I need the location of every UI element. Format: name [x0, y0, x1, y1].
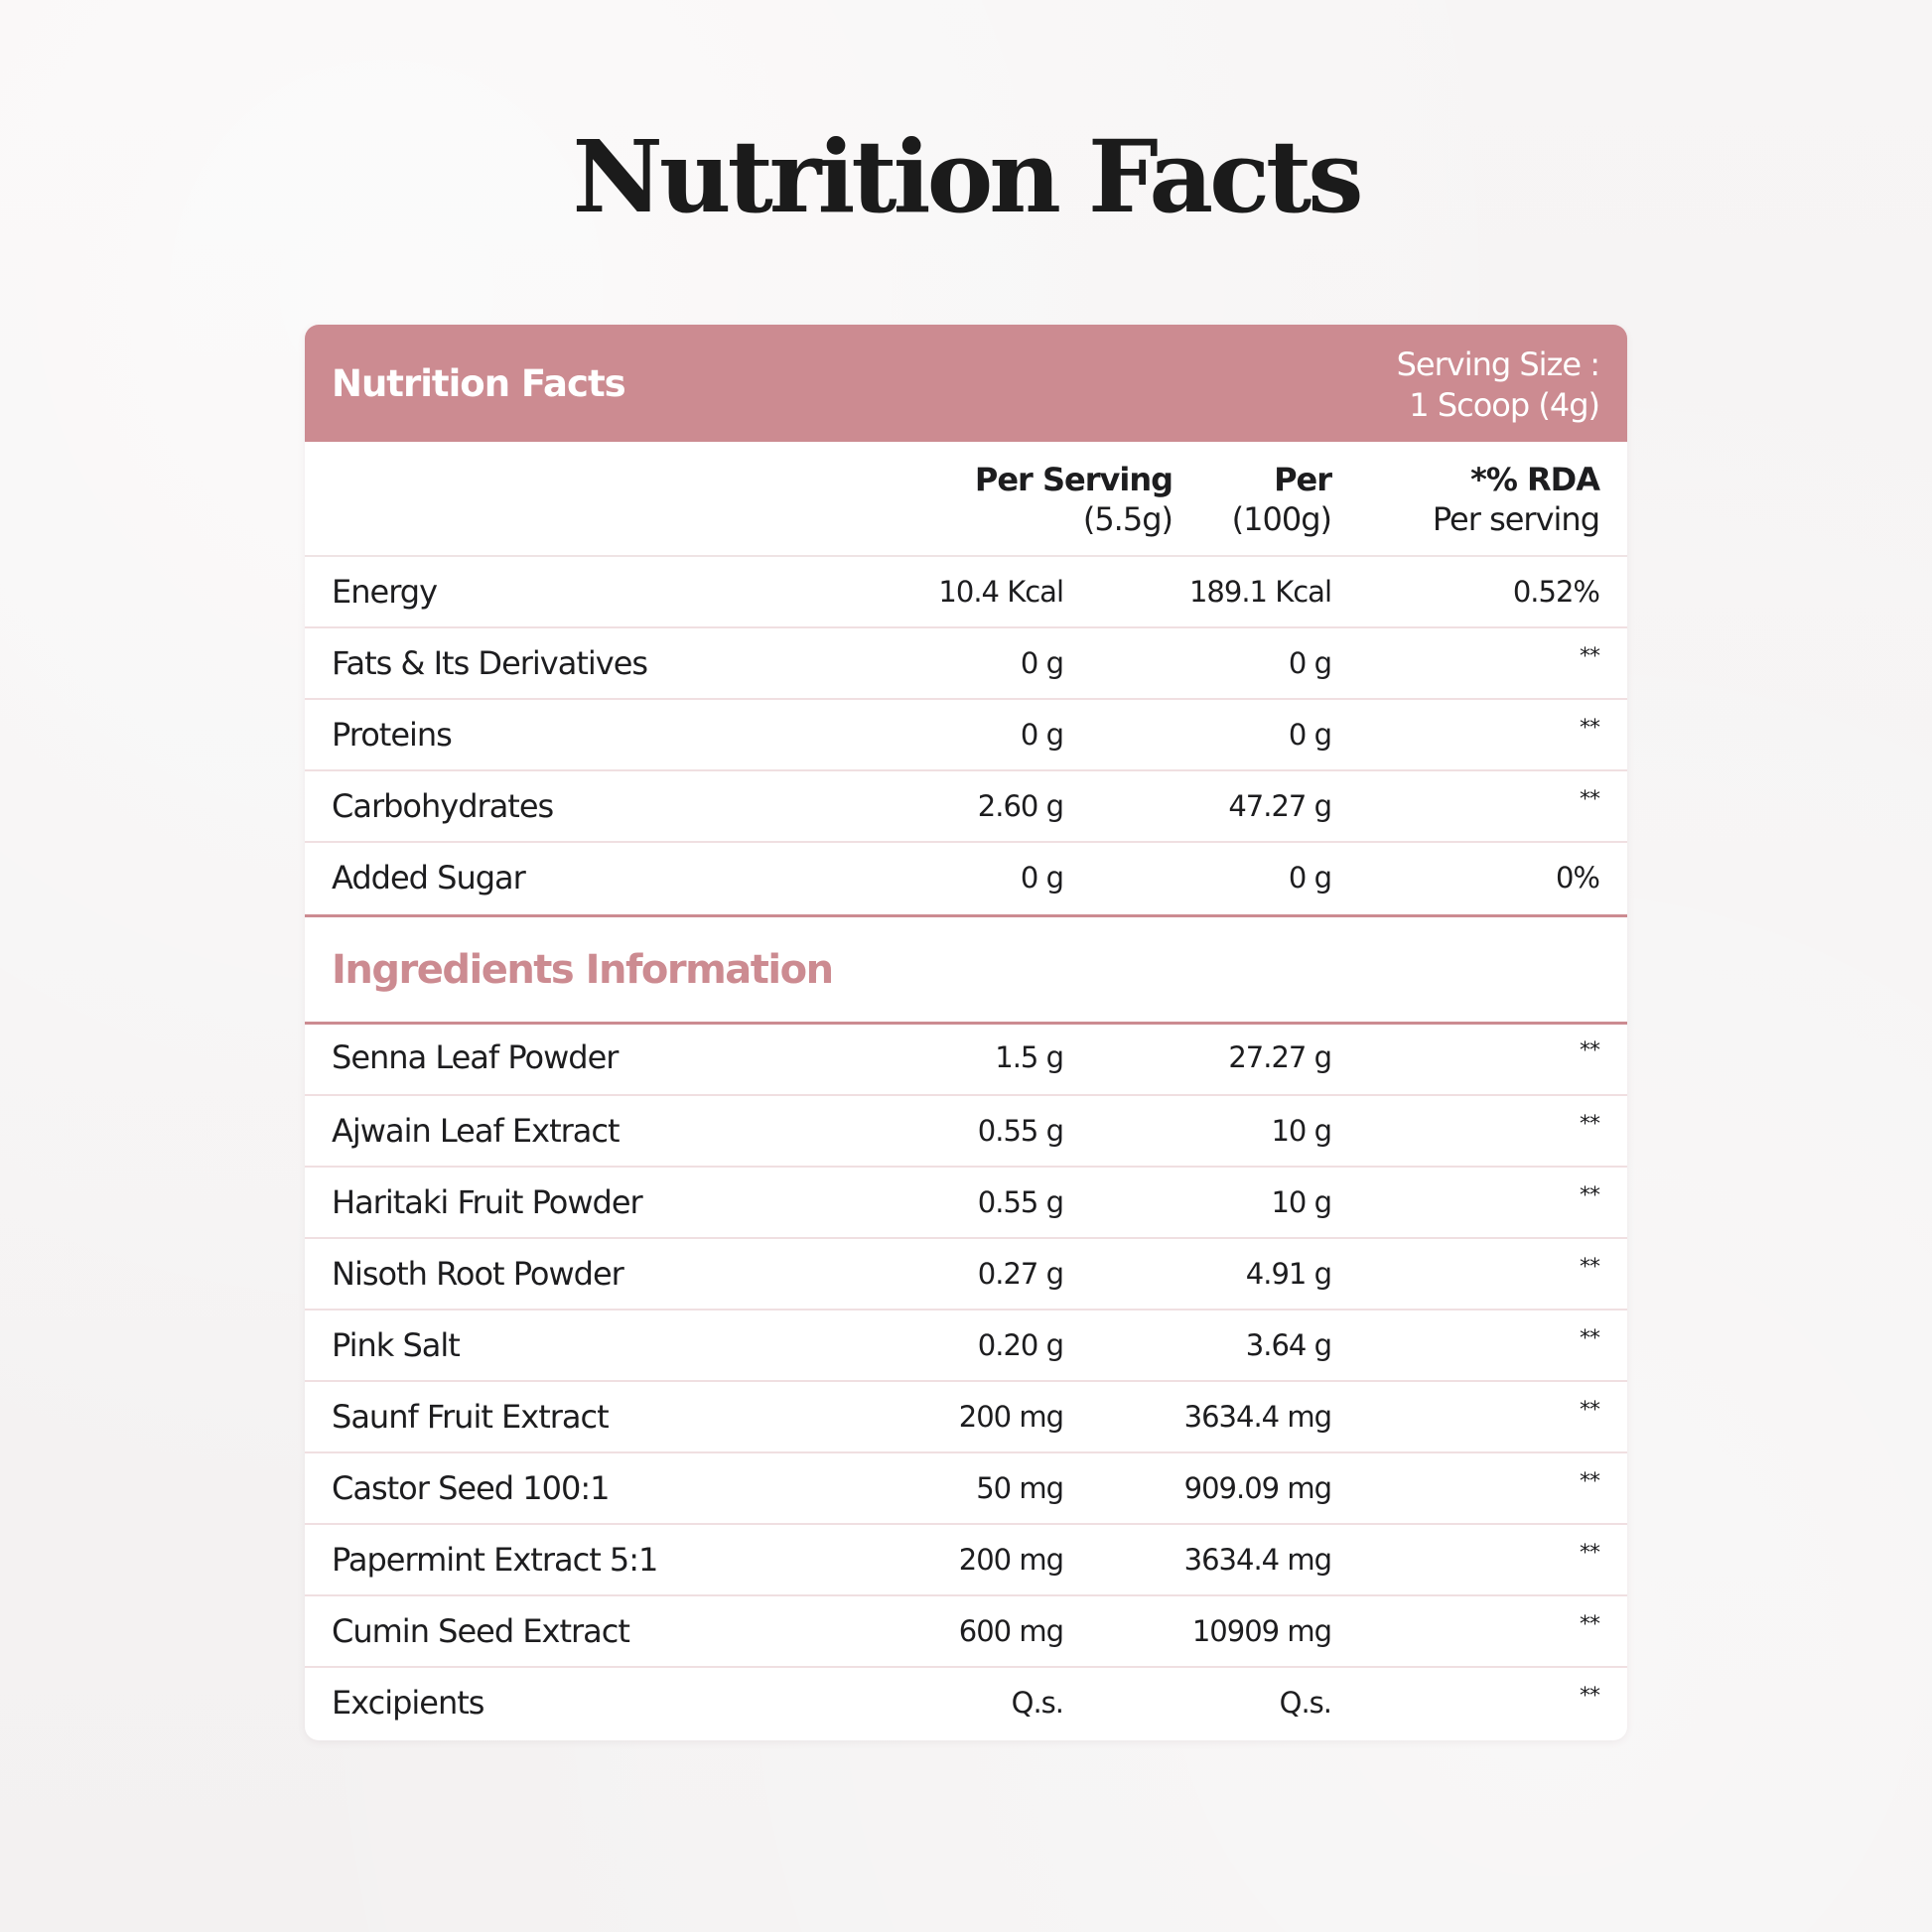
row-per-100g: 10 g — [1271, 1185, 1332, 1219]
row-name: Senna Leaf Powder — [332, 1038, 619, 1076]
row-per-100g: 10909 mg — [1191, 1614, 1332, 1648]
row-per-serving: 0 g — [1020, 718, 1064, 752]
row-per-serving: 0 g — [1020, 861, 1064, 895]
section-divider-top — [305, 914, 1627, 917]
table-row: Haritaki Fruit Powder 0.55 g 10 g ** — [305, 1166, 1627, 1237]
row-per-100g: 27.27 g — [1228, 1040, 1332, 1074]
serving-size-value: 1 Scoop (4g) — [1409, 386, 1600, 424]
row-per-100g: 4.91 g — [1245, 1257, 1332, 1291]
row-per-100g: Q.s. — [1279, 1686, 1332, 1720]
row-name: Castor Seed 100:1 — [332, 1469, 610, 1507]
row-per-100g: 0 g — [1288, 861, 1332, 895]
table-row: Papermint Extract 5:1 200 mg 3634.4 mg ** — [305, 1523, 1627, 1594]
row-name: Nisoth Root Powder — [332, 1255, 624, 1293]
row-name: Pink Salt — [332, 1326, 461, 1364]
row-per-serving: Q.s. — [1011, 1686, 1064, 1720]
row-per-serving: 10.4 Kcal — [938, 575, 1064, 609]
card-title: Nutrition Facts — [332, 362, 626, 405]
table-row: Proteins 0 g 0 g ** — [305, 698, 1627, 769]
row-per-serving: 600 mg — [958, 1614, 1064, 1648]
serving-size: Serving Size : 1 Scoop (4g) — [1396, 345, 1600, 426]
row-per-100g: 10 g — [1271, 1114, 1332, 1148]
table-row: Excipients Q.s. Q.s. ** — [305, 1666, 1627, 1737]
column-header-per-serving-line1: Per Serving — [974, 461, 1173, 498]
row-name: Fats & Its Derivatives — [332, 644, 648, 682]
row-per-100g: 3.64 g — [1245, 1328, 1332, 1362]
table-row: Energy 10.4 Kcal 189.1 Kcal 0.52% — [305, 555, 1627, 626]
row-per-serving: 200 mg — [958, 1400, 1064, 1434]
table-row: Cumin Seed Extract 600 mg 10909 mg ** — [305, 1594, 1627, 1666]
row-per-100g: 3634.4 mg — [1183, 1400, 1332, 1434]
row-rda: ** — [1580, 1038, 1600, 1063]
row-name: Energy — [332, 573, 438, 611]
row-per-serving: 200 mg — [958, 1543, 1064, 1577]
row-rda: 0.52% — [1512, 575, 1600, 609]
row-rda: ** — [1580, 1469, 1600, 1494]
row-per-100g: 0 g — [1288, 646, 1332, 680]
table-row: Saunf Fruit Extract 200 mg 3634.4 mg ** — [305, 1380, 1627, 1451]
row-rda: ** — [1580, 1684, 1600, 1709]
ingredients-title: Ingredients Information — [332, 947, 834, 993]
row-per-100g: 909.09 mg — [1183, 1471, 1332, 1505]
row-name: Papermint Extract 5:1 — [332, 1541, 658, 1579]
row-rda: 0% — [1555, 861, 1600, 895]
table-row: Ajwain Leaf Extract 0.55 g 10 g ** — [305, 1094, 1627, 1166]
row-per-100g: 3634.4 mg — [1183, 1543, 1332, 1577]
row-per-serving: 0.55 g — [977, 1114, 1064, 1148]
table-row: Senna Leaf Powder 1.5 g 27.27 g ** — [305, 1023, 1627, 1094]
row-name: Proteins — [332, 716, 453, 754]
row-rda: ** — [1580, 1612, 1600, 1637]
column-header-per-serving-line2: (5.5g) — [1082, 500, 1173, 538]
column-header-rda-line2: Per serving — [1432, 500, 1600, 538]
row-rda: ** — [1580, 1398, 1600, 1423]
row-per-100g: 189.1 Kcal — [1188, 575, 1332, 609]
table-row: Fats & Its Derivatives 0 g 0 g ** — [305, 626, 1627, 698]
table-row: Nisoth Root Powder 0.27 g 4.91 g ** — [305, 1237, 1627, 1309]
table-row: Added Sugar 0 g 0 g 0% — [305, 841, 1627, 912]
row-per-serving: 50 mg — [976, 1471, 1064, 1505]
row-per-serving: 2.60 g — [977, 789, 1064, 823]
row-name: Haritaki Fruit Powder — [332, 1183, 643, 1221]
card-header: Nutrition Facts Serving Size : 1 Scoop (… — [305, 325, 1627, 442]
section-divider-bottom — [305, 1022, 1627, 1025]
serving-size-label: Serving Size : — [1396, 345, 1600, 383]
row-rda: ** — [1580, 716, 1600, 741]
row-name: Excipients — [332, 1684, 484, 1722]
row-name: Saunf Fruit Extract — [332, 1398, 610, 1436]
nutrition-card: Nutrition Facts Serving Size : 1 Scoop (… — [305, 325, 1627, 1740]
table-row: Castor Seed 100:1 50 mg 909.09 mg ** — [305, 1451, 1627, 1523]
row-name: Carbohydrates — [332, 787, 554, 825]
column-header-rda-line1: *% RDA — [1470, 461, 1600, 498]
row-name: Ajwain Leaf Extract — [332, 1112, 621, 1150]
page-title: Nutrition Facts — [572, 118, 1363, 235]
column-header-per-100g: Per (100g) — [1231, 460, 1332, 539]
row-name: Cumin Seed Extract — [332, 1612, 630, 1650]
column-header-per-serving: Per Serving (5.5g) — [975, 460, 1173, 539]
row-per-100g: 0 g — [1288, 718, 1332, 752]
row-rda: ** — [1580, 787, 1600, 812]
row-rda: ** — [1580, 1183, 1600, 1208]
row-rda: ** — [1580, 1326, 1600, 1351]
row-rda: ** — [1580, 644, 1600, 669]
row-per-serving: 0.20 g — [977, 1328, 1064, 1362]
row-rda: ** — [1580, 1541, 1600, 1566]
row-name: Added Sugar — [332, 859, 526, 897]
row-rda: ** — [1580, 1255, 1600, 1280]
table-row: Carbohydrates 2.60 g 47.27 g ** — [305, 769, 1627, 841]
row-per-serving: 0 g — [1020, 646, 1064, 680]
row-per-serving: 1.5 g — [995, 1040, 1064, 1074]
column-header-per-100g-line2: (100g) — [1231, 500, 1332, 538]
row-per-serving: 0.55 g — [977, 1185, 1064, 1219]
table-row: Pink Salt 0.20 g 3.64 g ** — [305, 1309, 1627, 1380]
row-per-serving: 0.27 g — [977, 1257, 1064, 1291]
row-per-100g: 47.27 g — [1228, 789, 1332, 823]
row-rda: ** — [1580, 1112, 1600, 1137]
column-header-rda: *% RDA Per serving — [1432, 460, 1600, 539]
column-header-per-100g-line1: Per — [1274, 461, 1332, 498]
